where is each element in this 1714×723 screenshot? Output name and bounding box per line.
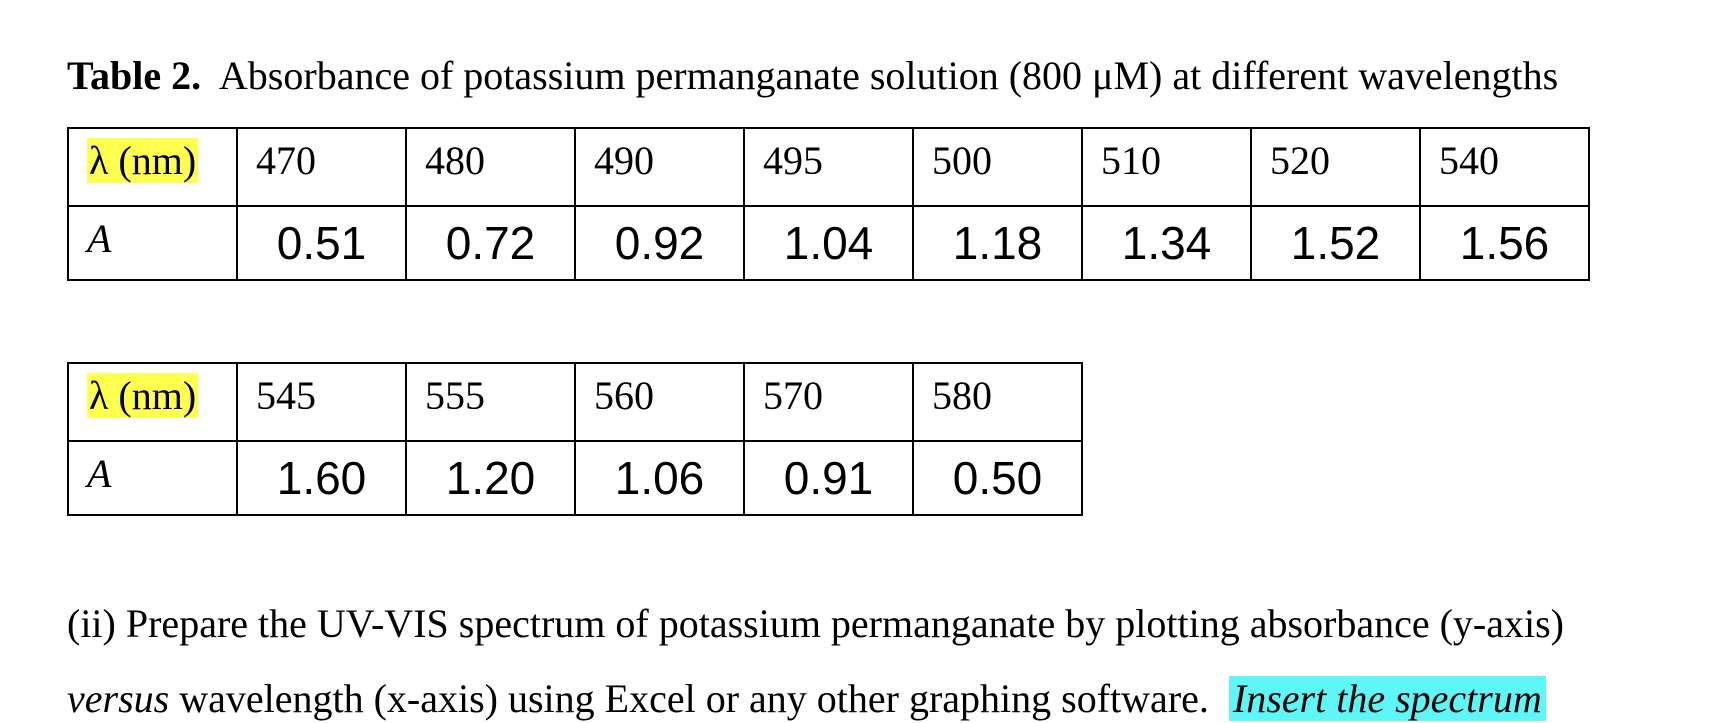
wavelength-header-label: λ (nm) xyxy=(87,373,199,418)
absorbance-cell: 0.51 xyxy=(236,205,407,281)
absorbance-header-cell: A xyxy=(67,440,238,516)
wavelength-cell: 540 xyxy=(1419,127,1590,207)
wavelength-cell: 570 xyxy=(743,362,914,442)
absorbance-cell: 1.20 xyxy=(405,440,576,516)
absorbance-cell: 1.56 xyxy=(1419,205,1590,281)
absorbance-cell: 1.34 xyxy=(1081,205,1252,281)
wavelength-cell: 480 xyxy=(405,127,576,207)
wavelength-cell: 470 xyxy=(236,127,407,207)
absorbance-cell: 0.92 xyxy=(574,205,745,281)
table-caption-label: Table 2. xyxy=(67,53,202,98)
wavelength-cell: 500 xyxy=(912,127,1083,207)
question-line-2-text: wavelength (x-axis) using Excel or any o… xyxy=(169,676,1229,721)
absorbance-row: A 0.51 0.72 0.92 1.04 1.18 1.34 1.52 1.5… xyxy=(67,205,1590,281)
wavelength-header-cell: λ (nm) xyxy=(67,362,238,442)
absorbance-row: A 1.60 1.20 1.06 0.91 0.50 xyxy=(67,440,1083,516)
table-caption-text: Absorbance of potassium permanganate sol… xyxy=(218,53,1559,98)
question-line-2: versus wavelength (x-axis) using Excel o… xyxy=(67,675,1546,723)
wavelength-cell: 580 xyxy=(912,362,1083,442)
absorbance-cell: 1.52 xyxy=(1250,205,1421,281)
wavelength-header-label: λ (nm) xyxy=(87,138,199,183)
absorbance-table-2: λ (nm) 545 555 560 570 580 A 1.60 1.20 1… xyxy=(67,362,1083,516)
question-versus-italic: versus xyxy=(67,676,170,721)
absorbance-header-cell: A xyxy=(67,205,238,281)
wavelength-header-cell: λ (nm) xyxy=(67,127,238,207)
absorbance-cell: 0.91 xyxy=(743,440,914,516)
insert-spectrum-highlight: Insert the spectrum xyxy=(1228,676,1546,721)
absorbance-table-1: λ (nm) 470 480 490 495 500 510 520 540 A… xyxy=(67,127,1590,281)
wavelength-row: λ (nm) 470 480 490 495 500 510 520 540 xyxy=(67,127,1590,207)
wavelength-cell: 560 xyxy=(574,362,745,442)
wavelength-row: λ (nm) 545 555 560 570 580 xyxy=(67,362,1083,442)
absorbance-cell: 0.50 xyxy=(912,440,1083,516)
absorbance-cell: 1.18 xyxy=(912,205,1083,281)
wavelength-cell: 495 xyxy=(743,127,914,207)
absorbance-cell: 0.72 xyxy=(405,205,576,281)
absorbance-cell: 1.60 xyxy=(236,440,407,516)
wavelength-cell: 555 xyxy=(405,362,576,442)
wavelength-cell: 545 xyxy=(236,362,407,442)
table-caption: Table 2. Absorbance of potassium permang… xyxy=(67,52,1558,100)
question-line-1: (ii) Prepare the UV-VIS spectrum of pota… xyxy=(67,601,1564,646)
wavelength-cell: 520 xyxy=(1250,127,1421,207)
absorbance-cell: 1.06 xyxy=(574,440,745,516)
absorbance-cell: 1.04 xyxy=(743,205,914,281)
wavelength-cell: 510 xyxy=(1081,127,1252,207)
wavelength-cell: 490 xyxy=(574,127,745,207)
